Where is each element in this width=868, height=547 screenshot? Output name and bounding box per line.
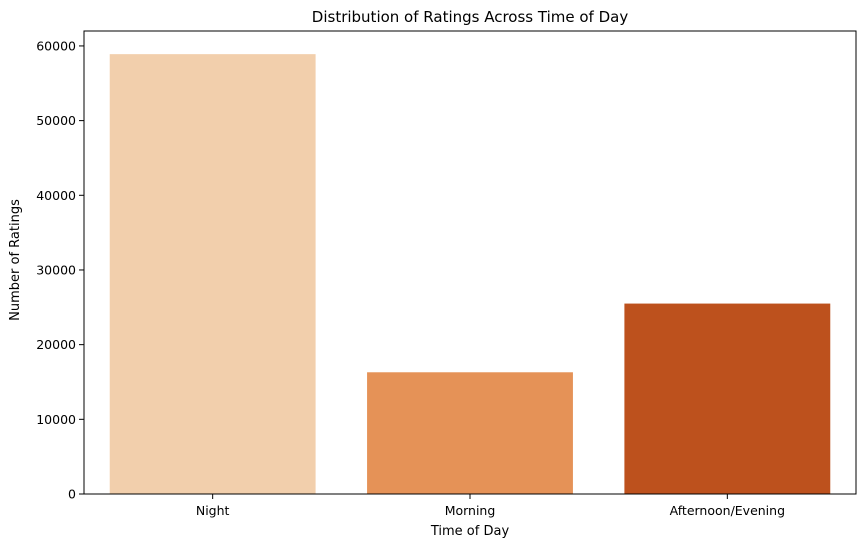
y-tick-label-5: 50000 xyxy=(36,113,76,128)
y-tick-label-3: 30000 xyxy=(36,262,76,277)
chart-title: Distribution of Ratings Across Time of D… xyxy=(312,8,629,26)
x-tick-label-0: Night xyxy=(196,503,230,518)
bar-2 xyxy=(624,303,831,494)
bar-0 xyxy=(109,54,316,495)
x-axis-label: Time of Day xyxy=(430,524,510,539)
x-tick-label-1: Morning xyxy=(445,503,496,518)
x-tick-label-2: Afternoon/Evening xyxy=(670,503,785,518)
plot-area: 0 10000 20000 30000 40000 50000 60000 Night Morn… xyxy=(36,30,857,518)
y-tick-label-2: 20000 xyxy=(36,337,76,352)
y-axis-label: Number of Ratings xyxy=(8,199,23,321)
y-tick-label-4: 40000 xyxy=(36,188,76,203)
y-tick-label-6: 60000 xyxy=(36,38,76,53)
bar-1 xyxy=(367,372,573,494)
y-tick-label-0: 0 xyxy=(68,487,76,502)
y-tick-label-1: 10000 xyxy=(36,412,76,427)
